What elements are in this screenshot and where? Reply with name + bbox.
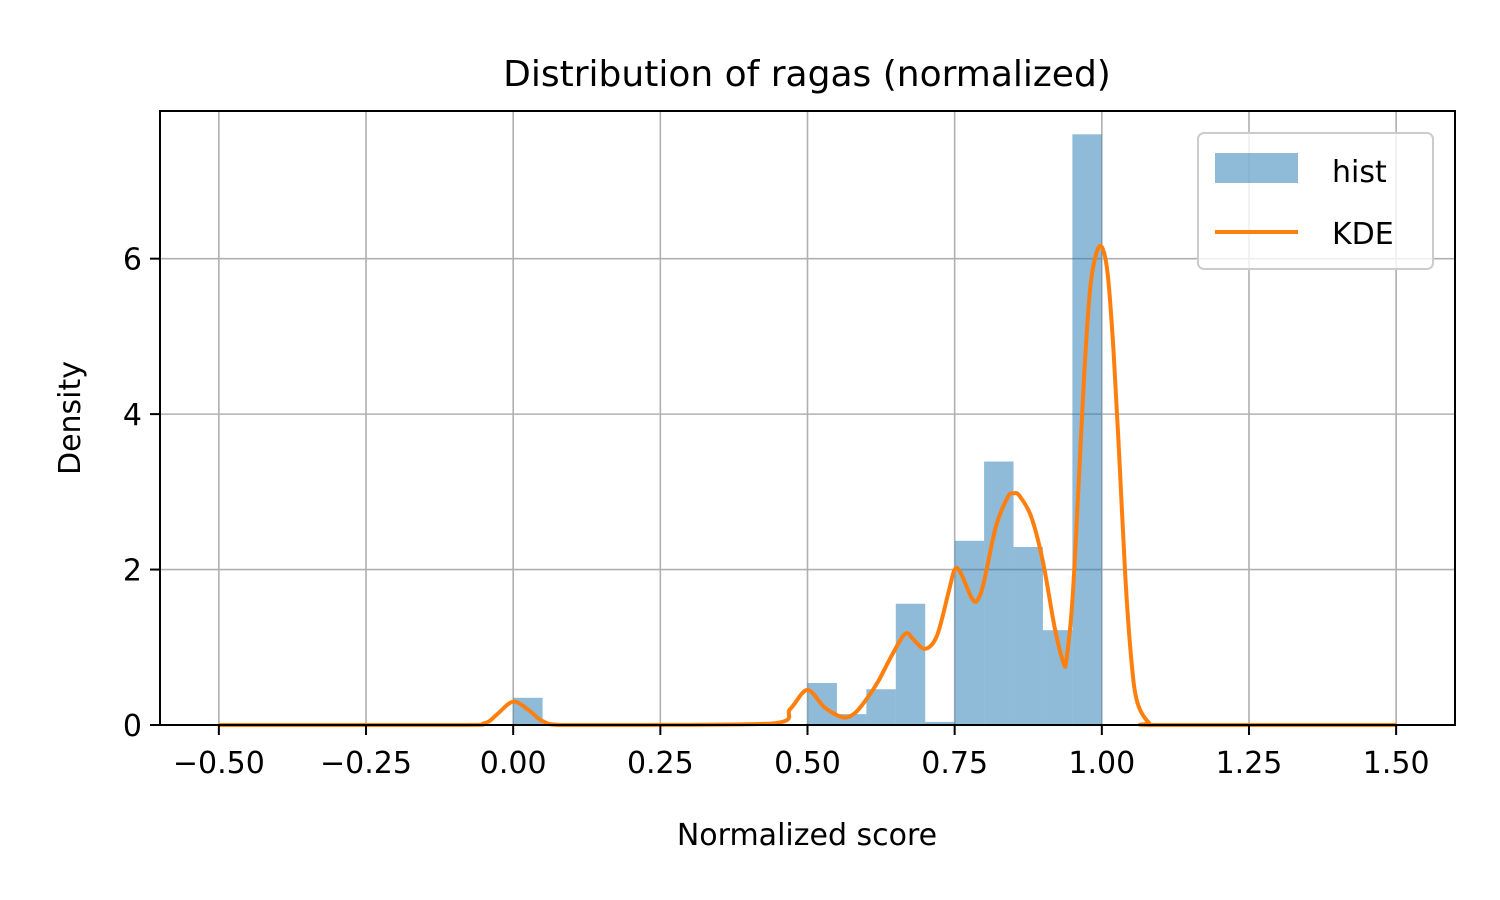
x-tick-label: 0.50 (774, 746, 841, 781)
x-tick-label: −0.25 (320, 746, 412, 781)
y-tick-label: 4 (123, 398, 142, 433)
hist-bar (984, 461, 1014, 725)
y-tick-label: 6 (123, 243, 142, 278)
legend-hist-label: hist (1332, 155, 1387, 190)
legend-hist-swatch (1215, 153, 1298, 183)
x-axis-ticks: −0.50 −0.25 0.00 0.25 0.50 0.75 1.00 1.25 1.50 (173, 725, 1430, 781)
y-tick-label: 2 (123, 554, 142, 589)
x-tick-label: 0.25 (627, 746, 694, 781)
chart-title: Distribution of ragas (normalized) (503, 54, 1111, 95)
x-tick-label: 1.00 (1068, 746, 1135, 781)
hist-bar (1072, 134, 1102, 725)
legend: hist KDE (1197, 132, 1434, 270)
x-tick-label: 1.25 (1216, 746, 1283, 781)
y-tick-label: 0 (123, 709, 142, 744)
legend-kde-label: KDE (1332, 217, 1394, 252)
x-tick-label: −0.50 (173, 746, 265, 781)
x-tick-label: 0.75 (921, 746, 988, 781)
y-axis-label: Density (53, 361, 88, 475)
y-axis-ticks: 0 2 4 6 (123, 243, 160, 744)
hist-bar (895, 603, 926, 725)
x-axis-label: Normalized score (677, 818, 937, 853)
x-tick-label: 1.50 (1363, 746, 1430, 781)
x-tick-label: 0.00 (480, 746, 547, 781)
hist-bar (836, 714, 867, 725)
hist-bar (925, 721, 955, 725)
hist-bar (1013, 547, 1043, 725)
